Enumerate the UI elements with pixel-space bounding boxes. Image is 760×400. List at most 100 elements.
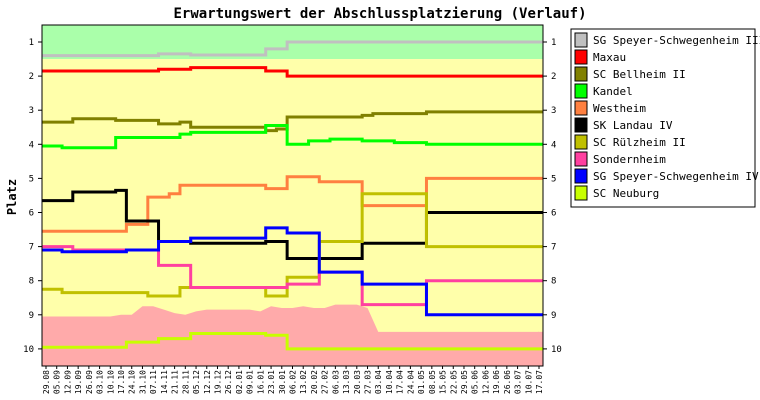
relegation-zone-left-edge: [42, 316, 47, 366]
legend-label-1: Maxau: [593, 51, 626, 64]
legend-label-9: SC Neuburg: [593, 187, 659, 200]
x-tick-label-13: 28.11: [181, 370, 190, 394]
legend-swatch-8: [574, 168, 588, 184]
x-tick-label-46: 17.07: [535, 370, 544, 394]
x-tick-label-33: 17.04: [396, 370, 405, 394]
x-tick-label-0: 29.08: [42, 370, 51, 394]
x-tick-label-19: 09.01: [246, 370, 255, 394]
x-tick-label-11: 14.11: [160, 370, 169, 394]
series-line-3: [42, 124, 543, 150]
y-tick-label-left-2: 2: [29, 72, 34, 82]
x-tick-label-6: 10.10: [106, 370, 115, 394]
y-tick-label-right-6: 6: [551, 209, 556, 219]
plot-frame: [41, 24, 544, 367]
x-tick-label-32: 10.04: [385, 370, 394, 394]
legend-label-2: SC Bellheim II: [593, 68, 686, 81]
y-axis-label: Platz: [5, 179, 19, 215]
y-tick-label-left-10: 10: [23, 345, 34, 355]
x-tick-label-36: 08.05: [428, 370, 437, 394]
y-tick-label-right-1: 1: [551, 38, 556, 48]
x-tick-label-39: 29.05: [460, 370, 469, 394]
y-tick-label-left-5: 5: [29, 174, 34, 184]
series-line-9: [42, 332, 543, 351]
legend-label-7: Sondernheim: [593, 153, 666, 166]
y-tick-label-right-8: 8: [551, 277, 556, 287]
x-tick-label-14: 05.12: [192, 370, 201, 394]
y-tick-label-right-2: 2: [551, 72, 556, 82]
x-tick-label-34: 24.04: [406, 370, 415, 394]
x-tick-label-5: 03.10: [96, 370, 105, 394]
legend-swatch-9: [574, 185, 588, 201]
y-tick-label-right-9: 9: [551, 311, 556, 321]
x-tick-label-1: 05.09: [53, 370, 62, 394]
legend-label-3: Kandel: [593, 85, 633, 98]
x-tick-label-12: 21.11: [171, 370, 180, 394]
series-line-4: [42, 175, 543, 233]
legend-swatch-1: [574, 49, 588, 65]
x-tick-label-4: 26.09: [85, 370, 94, 394]
x-tick-label-38: 22.05: [449, 370, 458, 394]
legend-swatch-2: [574, 66, 588, 82]
x-tick-label-43: 26.06: [503, 370, 512, 394]
legend-swatch-3: [574, 83, 588, 99]
y-tick-label-left-4: 4: [29, 140, 34, 150]
x-tick-label-9: 31.10: [138, 370, 147, 394]
x-tick-label-24: 13.02: [299, 370, 308, 394]
y-tick-label-left-9: 9: [29, 311, 34, 321]
y-tick-label-left-3: 3: [29, 106, 34, 116]
legend-swatch-6: [574, 134, 588, 150]
x-tick-label-45: 10.07: [524, 370, 533, 394]
x-tick-label-8: 24.10: [128, 370, 137, 394]
x-tick-label-31: 03.04: [374, 370, 383, 394]
x-tick-label-42: 19.06: [492, 370, 501, 394]
y-tick-label-left-7: 7: [29, 243, 34, 253]
legend-label-6: SC Rülzheim II: [593, 136, 686, 149]
legend-label-8: SG Speyer-Schwegenheim IV: [593, 170, 759, 183]
x-tick-label-10: 07.11: [149, 370, 158, 394]
legend-label-0: SG Speyer-Schwegenheim III: [593, 34, 760, 47]
x-tick-label-40: 05.06: [471, 370, 480, 394]
y-tick-label-right-4: 4: [551, 140, 556, 150]
chart-title: Erwartungswert der Abschlussplatzierung …: [173, 6, 586, 22]
legend-label-5: SK Landau IV: [593, 119, 673, 132]
x-tick-label-29: 20.03: [353, 370, 362, 394]
legend-swatch-5: [574, 117, 588, 133]
x-tick-label-16: 19.12: [213, 370, 222, 394]
legend-swatch-7: [574, 151, 588, 167]
y-tick-label-right-7: 7: [551, 243, 556, 253]
x-tick-label-21: 23.01: [267, 370, 276, 394]
x-tick-label-18: 02.01: [235, 370, 244, 394]
legend-label-4: Westheim: [593, 102, 646, 115]
x-tick-label-30: 27.03: [364, 370, 373, 394]
legend-swatch-4: [574, 100, 588, 116]
y-tick-label-right-10: 10: [551, 345, 562, 355]
x-tick-label-23: 06.02: [289, 370, 298, 394]
x-tick-label-3: 19.09: [74, 370, 83, 394]
series-line-2: [42, 110, 543, 133]
y-tick-label-right-3: 3: [551, 106, 556, 116]
x-tick-label-41: 12.06: [481, 370, 490, 394]
x-tick-label-27: 06.03: [331, 370, 340, 394]
x-tick-label-37: 15.05: [439, 370, 448, 394]
x-tick-label-2: 12.09: [63, 370, 72, 394]
series-line-8: [42, 226, 543, 317]
legend: SG Speyer-Schwegenheim III Maxau SC Bellhe…: [570, 28, 760, 208]
x-tick-label-17: 26.12: [224, 370, 233, 394]
x-tick-label-25: 20.02: [310, 370, 319, 394]
x-tick-label-28: 13.03: [342, 370, 351, 394]
x-tick-label-44: 03.07: [514, 370, 523, 394]
relegation-zone-area: [46, 304, 539, 366]
y-tick-label-left-8: 8: [29, 277, 34, 287]
series-line-5: [42, 188, 543, 261]
y-tick-label-left-6: 6: [29, 209, 34, 219]
x-tick-label-15: 12.12: [203, 370, 212, 394]
x-tick-label-20: 16.01: [256, 370, 265, 394]
legend-box: [570, 28, 756, 208]
y-tick-label-left-1: 1: [29, 38, 34, 48]
legend-swatch-0: [574, 32, 588, 48]
y-tick-label-right-5: 5: [551, 174, 556, 184]
x-tick-label-22: 30.01: [278, 370, 287, 394]
